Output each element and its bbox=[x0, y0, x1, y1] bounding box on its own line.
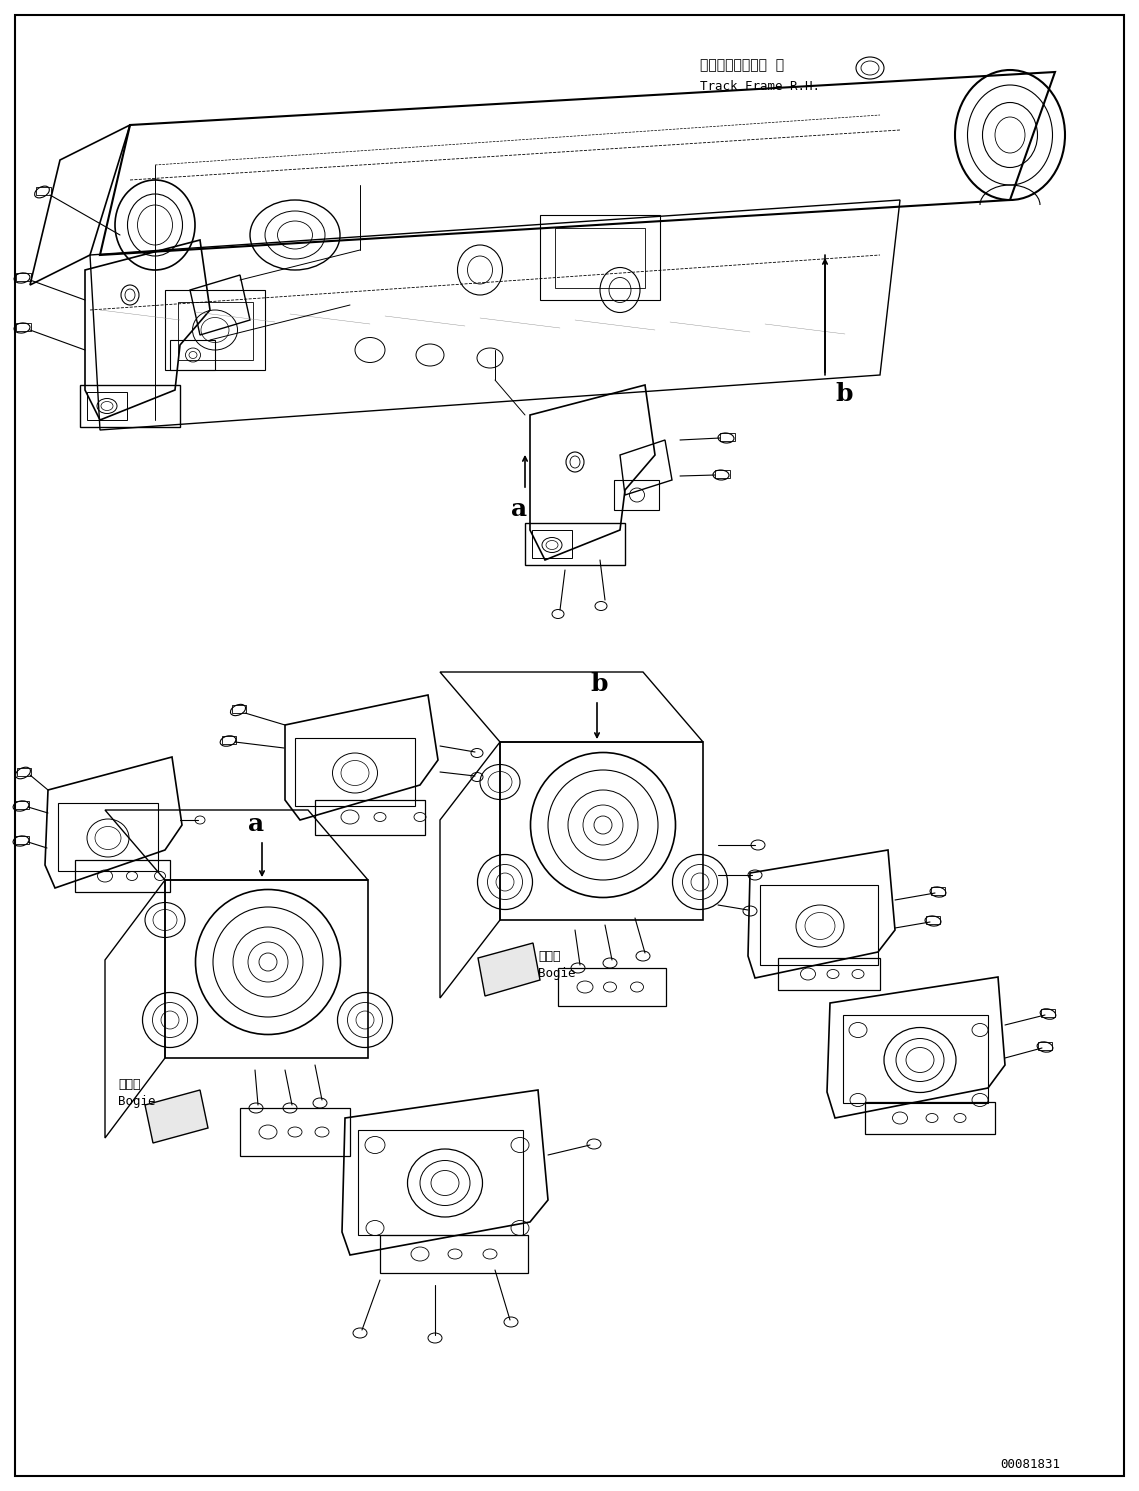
Bar bbox=[316, 801, 425, 835]
Text: b: b bbox=[590, 672, 607, 696]
Bar bbox=[15, 801, 28, 810]
Bar bbox=[1038, 1042, 1052, 1050]
Bar bbox=[222, 737, 236, 744]
Text: a: a bbox=[511, 497, 527, 520]
Text: Bogie: Bogie bbox=[538, 968, 575, 980]
Text: a: a bbox=[248, 813, 264, 836]
Bar bbox=[715, 470, 730, 479]
Bar bbox=[931, 887, 945, 895]
Polygon shape bbox=[145, 1090, 208, 1144]
Text: 00081831: 00081831 bbox=[1000, 1458, 1060, 1472]
Bar bbox=[380, 1235, 528, 1273]
Bar bbox=[926, 915, 940, 924]
Bar bbox=[75, 860, 170, 892]
Bar bbox=[843, 1015, 988, 1103]
Bar bbox=[525, 523, 625, 565]
Bar bbox=[16, 273, 31, 280]
Bar bbox=[232, 705, 246, 713]
Bar bbox=[614, 480, 659, 510]
Polygon shape bbox=[478, 942, 540, 996]
Bar bbox=[760, 886, 878, 965]
Bar bbox=[778, 959, 880, 990]
Bar bbox=[240, 1108, 350, 1156]
Bar bbox=[295, 738, 415, 807]
Bar bbox=[17, 768, 31, 775]
Bar bbox=[720, 432, 735, 441]
Text: b: b bbox=[835, 382, 852, 406]
Bar bbox=[58, 804, 158, 871]
Bar bbox=[16, 324, 31, 331]
Text: Bogie: Bogie bbox=[118, 1094, 156, 1108]
Bar bbox=[170, 340, 215, 370]
Bar bbox=[865, 1102, 995, 1135]
Bar bbox=[532, 529, 572, 558]
Bar bbox=[178, 303, 253, 359]
Bar bbox=[558, 968, 666, 1006]
Bar bbox=[540, 215, 659, 300]
Bar bbox=[87, 392, 128, 420]
Bar bbox=[1041, 1009, 1055, 1017]
Bar bbox=[555, 228, 645, 288]
Text: Track Frame R.H.: Track Frame R.H. bbox=[700, 81, 820, 92]
Bar bbox=[80, 385, 180, 426]
Text: トラックフレーム  右: トラックフレーム 右 bbox=[700, 58, 784, 72]
Bar bbox=[15, 836, 28, 844]
Bar bbox=[36, 186, 51, 195]
Bar bbox=[165, 291, 265, 370]
Text: ボギー: ボギー bbox=[118, 1078, 140, 1091]
Bar bbox=[358, 1130, 523, 1235]
Text: ボギー: ボギー bbox=[538, 950, 560, 963]
